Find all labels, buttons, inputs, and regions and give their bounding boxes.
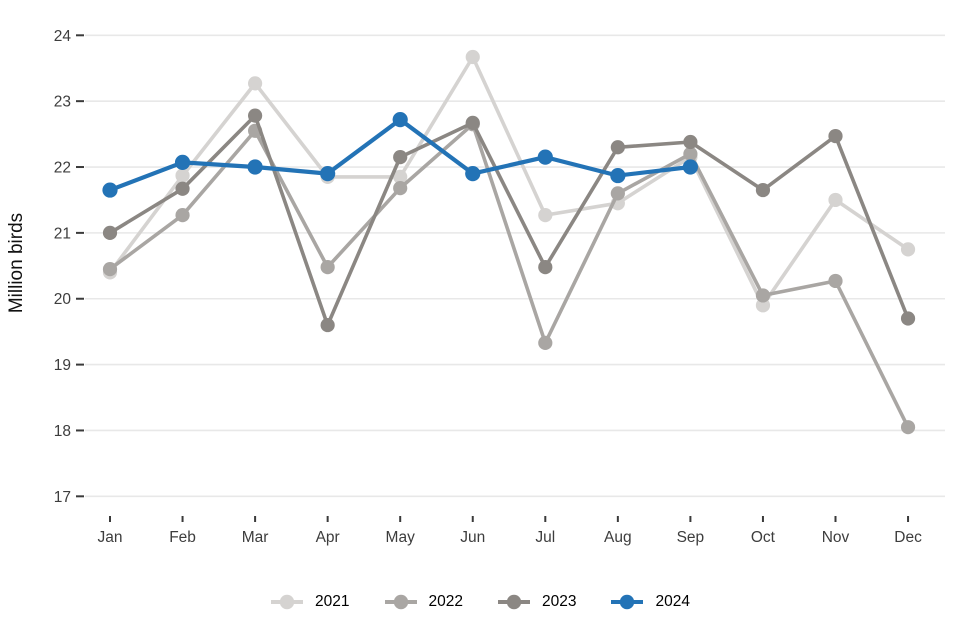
x-tick-label-Oct: Oct <box>751 529 776 546</box>
point-2022-Feb[interactable] <box>175 207 190 223</box>
point-2022-Aug[interactable] <box>610 186 625 201</box>
series-line-2022 <box>108 122 910 430</box>
legend-item-2023[interactable]: 2023 <box>497 593 576 611</box>
point-2023-Oct[interactable] <box>755 182 771 198</box>
y-tick-label-19: 19 <box>54 357 71 374</box>
point-2023-Sep[interactable] <box>683 134 698 150</box>
point-2021-Jul[interactable] <box>538 207 553 223</box>
point-2021-Oct[interactable] <box>755 298 771 313</box>
point-2023-Jul[interactable] <box>538 260 553 275</box>
y-tick-label-18: 18 <box>54 423 71 440</box>
x-tick-label-Mar: Mar <box>242 529 269 546</box>
legend-swatch-2023 <box>498 594 530 610</box>
point-2023-Nov[interactable] <box>828 128 843 144</box>
x-tick-label-Jul: Jul <box>535 529 555 546</box>
legend-label-2024: 2024 <box>655 593 690 610</box>
point-2022-Nov[interactable] <box>828 273 843 289</box>
point-2023-Jun[interactable] <box>465 115 480 130</box>
point-2022-May[interactable] <box>393 180 408 196</box>
legend-label-2022: 2022 <box>428 593 463 610</box>
point-2024-May[interactable] <box>392 112 408 128</box>
point-2021-Jun[interactable] <box>465 49 480 65</box>
x-tick-label-Jan: Jan <box>98 529 123 546</box>
point-2022-Sep[interactable] <box>683 146 698 161</box>
y-tick-label-24: 24 <box>54 28 72 45</box>
point-2023-Apr[interactable] <box>320 317 335 333</box>
point-2021-Nov[interactable] <box>828 192 843 208</box>
point-2024-Jan[interactable] <box>102 182 118 198</box>
y-tick-label-20: 20 <box>54 291 72 308</box>
legend-swatch-2021 <box>271 594 304 610</box>
x-tick-label-Dec: Dec <box>894 529 922 546</box>
y-axis-title: Million birds <box>6 212 27 314</box>
legend-label-2021: 2021 <box>315 593 350 610</box>
point-2024-Jun[interactable] <box>465 166 481 182</box>
x-tick-label-Aug: Aug <box>604 529 632 546</box>
legend-label-2023: 2023 <box>542 593 577 610</box>
y-tick-label-22: 22 <box>54 160 71 177</box>
y-tick-label-17: 17 <box>54 489 71 506</box>
legend-dot-icon <box>620 594 635 610</box>
point-2023-Dec[interactable] <box>900 311 916 326</box>
y-tick-label-23: 23 <box>54 94 71 111</box>
x-tick-label-Nov: Nov <box>822 529 850 546</box>
y-tick-label-21: 21 <box>54 225 71 242</box>
point-2023-May[interactable] <box>393 150 408 165</box>
legend-dot-icon <box>393 594 408 610</box>
point-2024-Aug[interactable] <box>610 167 626 184</box>
point-2023-Feb[interactable] <box>175 181 190 196</box>
x-tick-label-Feb: Feb <box>169 529 196 546</box>
point-2024-Sep[interactable] <box>682 159 699 175</box>
point-2022-Jul[interactable] <box>538 335 553 350</box>
point-2021-Mar[interactable] <box>248 76 263 91</box>
legend-item-2024[interactable]: 2024 <box>610 593 690 611</box>
point-2021-Feb[interactable] <box>175 168 190 183</box>
point-2023-Jan[interactable] <box>102 225 118 240</box>
legend-swatch-2024 <box>611 594 644 610</box>
series-line-2021 <box>108 55 910 308</box>
x-tick-label-Jun: Jun <box>460 529 485 546</box>
point-2021-Dec[interactable] <box>900 242 916 257</box>
point-2023-Mar[interactable] <box>248 108 263 123</box>
series-line-2023 <box>108 113 910 327</box>
x-tick-label-Sep: Sep <box>677 529 705 546</box>
x-tick-label-Apr: Apr <box>316 529 340 546</box>
legend-item-2022[interactable]: 2022 <box>384 593 463 611</box>
legend-swatch-2022 <box>384 594 417 610</box>
point-2022-Jan[interactable] <box>102 262 118 277</box>
legend-dot-icon <box>506 594 522 610</box>
chart-legend: 2021 2022 2023 2024 <box>0 584 960 620</box>
x-tick-label-May: May <box>386 529 416 546</box>
point-2024-Jul[interactable] <box>537 149 553 165</box>
point-2024-Feb[interactable] <box>174 154 191 171</box>
point-2022-Oct[interactable] <box>755 288 771 303</box>
point-2024-Apr[interactable] <box>320 166 336 182</box>
point-2024-Mar[interactable] <box>247 159 263 175</box>
point-2022-Apr[interactable] <box>320 260 335 275</box>
legend-item-2021[interactable]: 2021 <box>270 593 350 611</box>
point-2023-Aug[interactable] <box>610 140 625 155</box>
point-2021-May[interactable] <box>393 169 408 184</box>
point-2022-Dec[interactable] <box>900 420 916 435</box>
legend-dot-icon <box>279 594 295 610</box>
